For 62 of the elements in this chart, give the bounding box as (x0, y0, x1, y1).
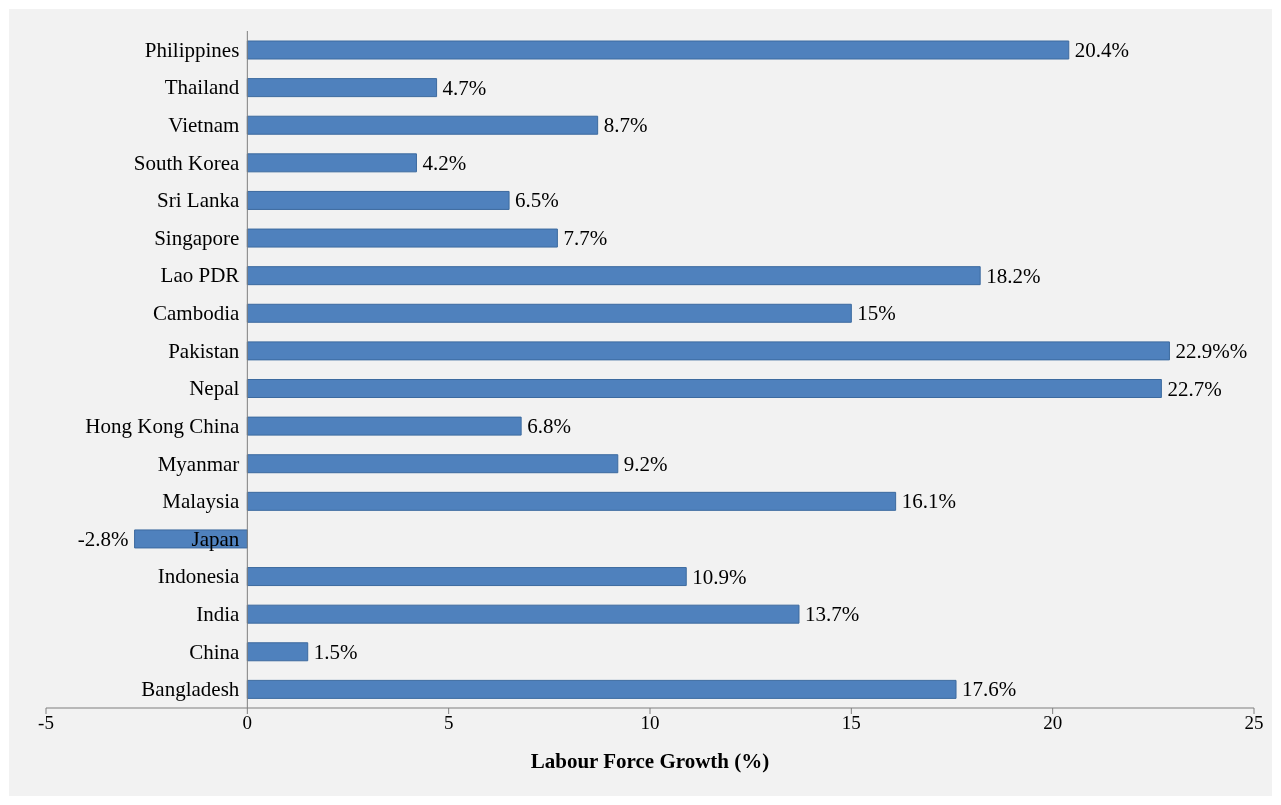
x-tick-label: 10 (640, 712, 660, 734)
y-tick-label: Pakistan (168, 338, 240, 363)
bar (246, 379, 1162, 398)
y-tick-label: Singapore (154, 225, 240, 250)
data-label: 22.7% (1167, 376, 1222, 401)
y-tick-label: Indonesia (157, 564, 240, 589)
data-label: 4.2% (422, 150, 467, 175)
bar (246, 303, 852, 323)
bar (246, 679, 957, 699)
y-tick-label: Japan (191, 526, 240, 551)
bar (246, 454, 619, 474)
x-tick-label: -5 (38, 712, 54, 734)
x-tick-label: 5 (443, 712, 454, 734)
data-label: 15% (857, 301, 896, 326)
y-tick-label: South Korea (133, 150, 240, 175)
y-tick-label: Thailand (164, 75, 240, 100)
data-label: 4.7% (442, 75, 487, 100)
bar (246, 190, 510, 210)
bar (246, 604, 800, 624)
data-label: 6.8% (527, 414, 571, 439)
y-tick-label: Hong Kong China (85, 413, 241, 438)
x-tick-label: 0 (242, 712, 253, 734)
data-label: 8.7% (603, 113, 648, 138)
x-tick-label: 20 (1043, 712, 1063, 734)
data-label: 20.4% (1074, 38, 1130, 62)
y-tick-label: Myanmar (157, 451, 240, 476)
y-tick-label: Bangladesh (141, 677, 240, 702)
bar (246, 567, 687, 587)
y-tick-label: Malaysia (162, 489, 240, 514)
y-tick-label: China (189, 639, 240, 664)
data-label: -2.8% (77, 526, 129, 551)
bar (246, 416, 522, 436)
y-tick-label: Vietnam (168, 113, 240, 138)
bar (246, 266, 981, 286)
x-tick-label: 15 (841, 712, 861, 734)
bar (134, 529, 248, 549)
bar (246, 115, 599, 135)
data-label: 10.9% (692, 564, 747, 589)
data-label: 6.5% (515, 188, 559, 213)
x-axis-title: Labour Force Growth (%) (530, 749, 770, 773)
data-label: 7.7% (563, 226, 608, 251)
bar (246, 228, 558, 248)
bar (246, 153, 417, 173)
bar (246, 491, 897, 511)
data-label: 22.9%% (1175, 338, 1248, 363)
data-label: 9.2% (623, 451, 668, 476)
y-tick-label: Cambodia (153, 301, 240, 326)
bar (246, 341, 1170, 361)
y-tick-label: Lao PDR (160, 263, 240, 288)
bar (246, 642, 309, 662)
data-label: 17.6% (962, 677, 1017, 702)
bar (246, 78, 438, 98)
data-label: 1.5% (313, 639, 358, 664)
y-tick-label: Nepal (189, 376, 240, 401)
x-tick-label: 25 (1244, 712, 1264, 734)
y-tick-label: India (196, 601, 240, 626)
y-tick-label: Philippines (144, 37, 240, 62)
y-tick-label: Sri Lanka (157, 188, 240, 213)
data-label: 13.7% (804, 602, 860, 627)
data-label: 18.2% (986, 263, 1041, 288)
data-label: 16.1% (901, 489, 956, 514)
bar (246, 40, 1070, 60)
